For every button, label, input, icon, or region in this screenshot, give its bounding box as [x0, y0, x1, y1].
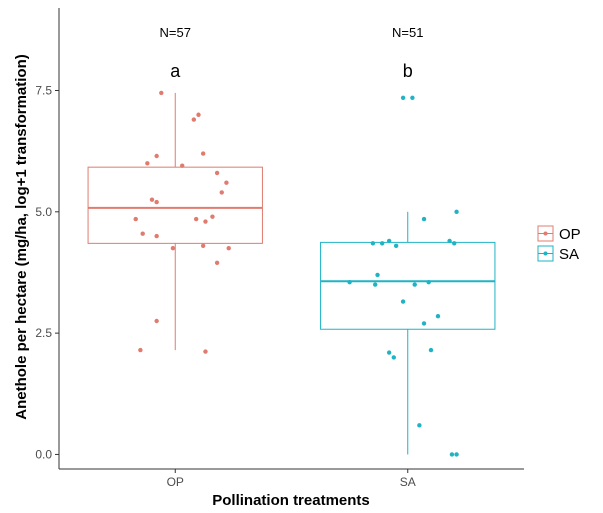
x-axis-title: Pollination treatments	[212, 492, 370, 509]
x-tick-label: SA	[400, 475, 416, 489]
legend: OP SA	[537, 225, 581, 263]
data-point	[219, 190, 224, 195]
data-point	[347, 279, 352, 285]
data-point	[375, 272, 380, 278]
x-tick-label: OP	[167, 475, 184, 489]
box-sa	[320, 211, 496, 455]
boxes	[87, 92, 496, 455]
data-point	[140, 231, 145, 236]
y-axis-ticks: 0.0 2.5 5.0 7.5	[35, 83, 59, 461]
data-point	[449, 452, 455, 457]
n-label: N=57	[160, 25, 191, 40]
data-point	[386, 238, 392, 244]
iqr-box	[87, 166, 263, 244]
legend-key-point	[543, 231, 548, 236]
plot-panel: 0.0 2.5 5.0 7.5 OP SA N=57 a N=51 b	[35, 8, 524, 489]
y-tick-label: 7.5	[35, 83, 52, 97]
data-point	[400, 95, 406, 100]
data-point	[391, 355, 396, 360]
data-point	[428, 347, 434, 353]
data-point	[386, 350, 392, 355]
data-point	[138, 347, 143, 353]
data-point	[214, 260, 220, 265]
legend-key-op	[537, 225, 554, 242]
data-point	[149, 197, 155, 202]
data-point	[412, 282, 417, 287]
iqr-box	[320, 241, 496, 330]
group-letter: a	[170, 61, 181, 81]
y-axis-title: Anethole per hectare (mg/ha, log+1 trans…	[13, 54, 30, 419]
data-point	[170, 246, 176, 251]
data-point	[200, 151, 206, 156]
data-point	[373, 282, 378, 287]
legend-key-sa	[537, 245, 554, 262]
y-tick-label: 2.5	[35, 326, 52, 340]
data-point	[154, 233, 159, 239]
data-point	[226, 246, 231, 251]
data-point	[203, 219, 208, 224]
y-tick-label: 0.0	[35, 447, 52, 461]
n-label: N=51	[392, 25, 423, 40]
data-point	[210, 214, 215, 219]
data-point	[447, 238, 452, 244]
data-point	[370, 241, 376, 246]
data-point	[454, 452, 459, 457]
data-point	[193, 216, 199, 222]
data-point	[154, 199, 159, 205]
data-point	[454, 209, 459, 215]
legend-label: SA	[559, 246, 579, 263]
data-point	[379, 241, 385, 246]
data-point	[417, 423, 422, 428]
data-point	[393, 243, 399, 248]
group-letter: b	[403, 61, 413, 81]
data-point	[196, 112, 201, 117]
data-point	[159, 90, 164, 96]
jitter-points	[133, 90, 459, 457]
data-point	[224, 180, 229, 185]
data-point	[203, 349, 208, 354]
box-op	[87, 92, 263, 351]
data-point	[400, 299, 406, 304]
data-point	[421, 216, 427, 222]
data-point	[133, 216, 138, 222]
group-annotations: N=57 a N=51 b	[160, 25, 424, 81]
x-axis-ticks: OP SA	[167, 469, 416, 489]
data-point	[435, 313, 441, 319]
data-point	[154, 318, 159, 324]
data-point	[421, 321, 427, 326]
data-point	[191, 117, 197, 122]
legend-key-point	[543, 251, 548, 256]
legend-label: OP	[559, 226, 581, 243]
y-tick-label: 5.0	[35, 205, 52, 219]
data-point	[154, 153, 159, 159]
data-point	[200, 243, 206, 248]
data-point	[214, 170, 220, 176]
data-point	[426, 279, 431, 285]
data-point	[180, 163, 185, 168]
data-point	[410, 95, 415, 100]
data-point	[452, 241, 457, 246]
data-point	[145, 161, 150, 166]
